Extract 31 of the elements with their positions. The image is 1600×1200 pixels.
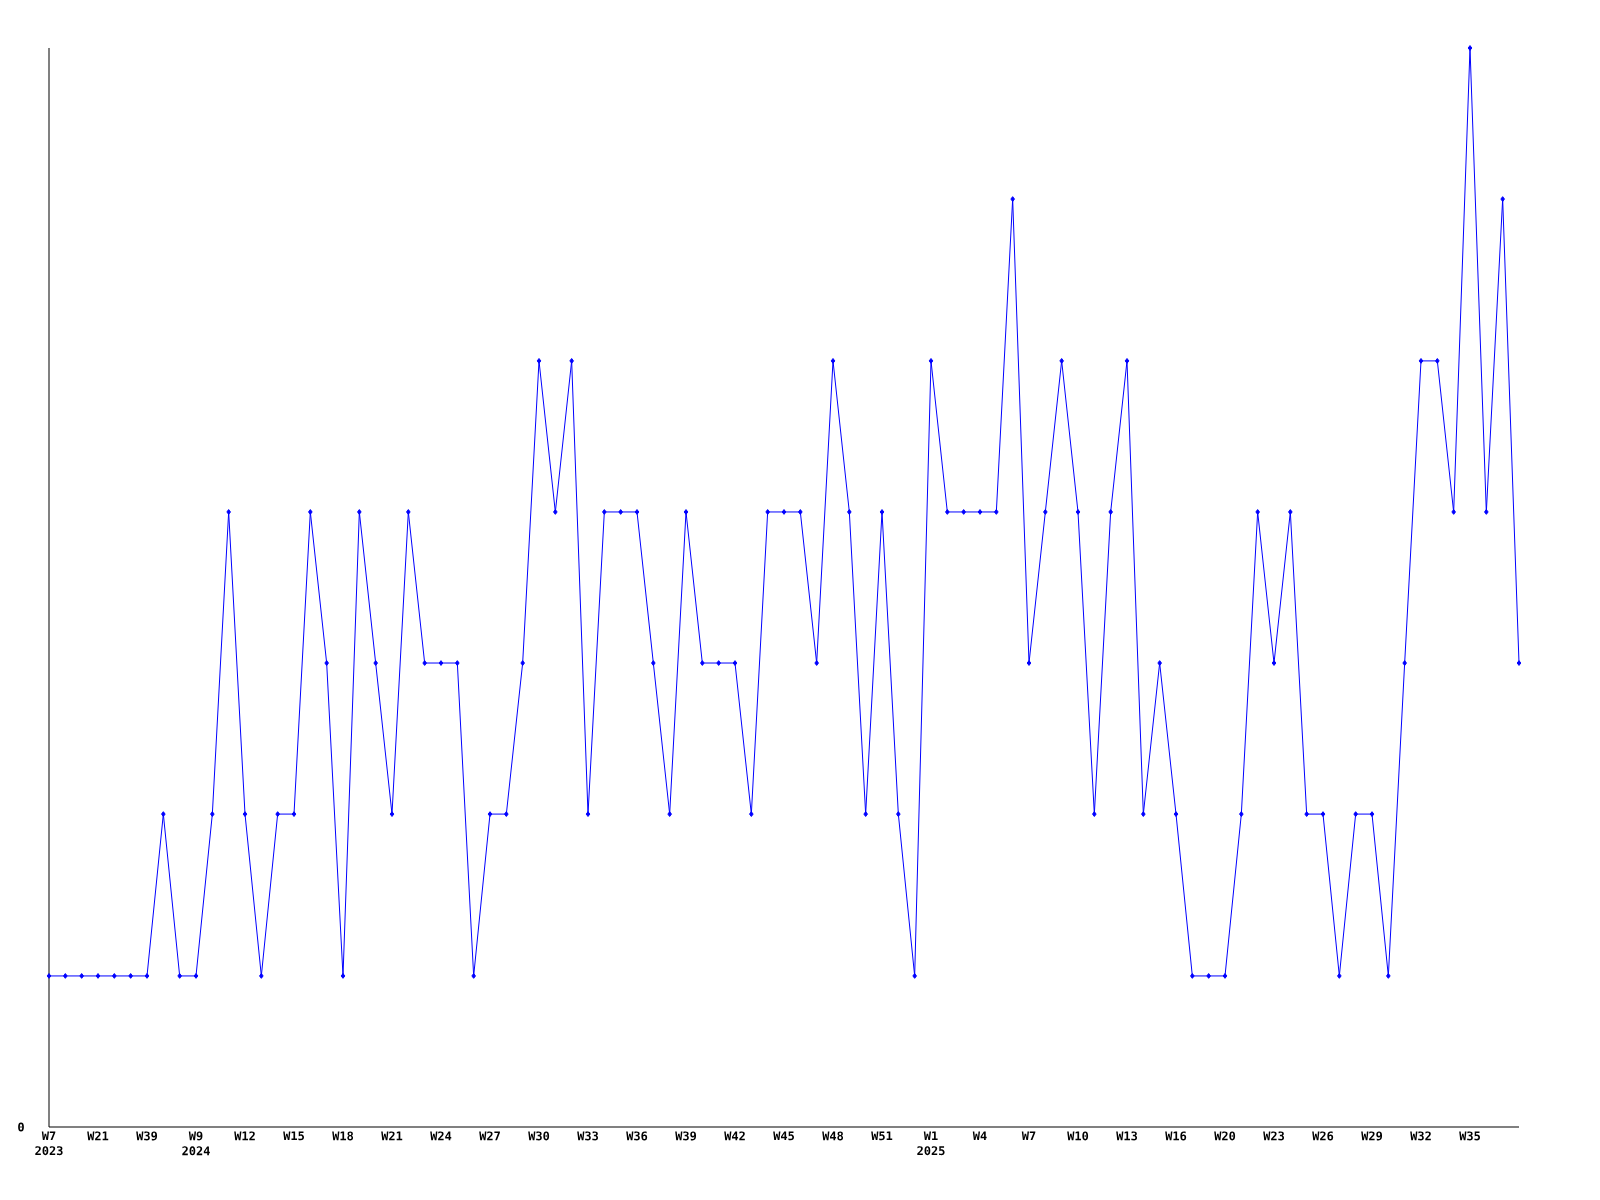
x-tick-label: W32: [1410, 1131, 1431, 1141]
x-tick-label: W35: [1459, 1131, 1480, 1141]
x-tick-label: W18: [332, 1131, 354, 1141]
x-tick-label: W21: [381, 1131, 403, 1141]
x-tick-label: W24: [430, 1131, 452, 1141]
x-tick-label: W16: [1165, 1131, 1187, 1141]
x-tick-label: W4: [972, 1131, 987, 1141]
x-tick-label: W45: [773, 1131, 794, 1141]
x-tick-label: W15: [283, 1131, 304, 1141]
x-tick-label: W12: [234, 1131, 255, 1141]
x-tick-label: W13: [1116, 1131, 1138, 1141]
x-tick-label: W29: [1361, 1131, 1383, 1141]
text: 0: [18, 1122, 24, 1132]
x-tick-label: W9 2024: [182, 1131, 210, 1156]
x-tick-label: W1 2025: [917, 1131, 945, 1156]
x-tick-label: W51: [871, 1131, 893, 1141]
x-tick-label: W39: [136, 1131, 158, 1141]
x-tick-label: W23: [1263, 1131, 1285, 1141]
x-tick-label: W36: [626, 1131, 648, 1141]
x-tick-label: W7 2023: [35, 1131, 63, 1156]
x-tick-label: W21: [87, 1131, 109, 1141]
x-tick-label: W20: [1214, 1131, 1236, 1141]
x-tick-label: W27: [479, 1131, 500, 1141]
x-tick-label: W7: [1021, 1131, 1036, 1141]
x-tick-label: W10: [1067, 1131, 1089, 1141]
x-tick-label: W48: [822, 1131, 844, 1141]
x-tick-label: W30: [528, 1131, 550, 1141]
x-tick-label: W42: [724, 1131, 745, 1141]
x-tick-label: W26: [1312, 1131, 1334, 1141]
x-tick-label: W33: [577, 1131, 599, 1141]
x-tick-label: W39: [675, 1131, 697, 1141]
